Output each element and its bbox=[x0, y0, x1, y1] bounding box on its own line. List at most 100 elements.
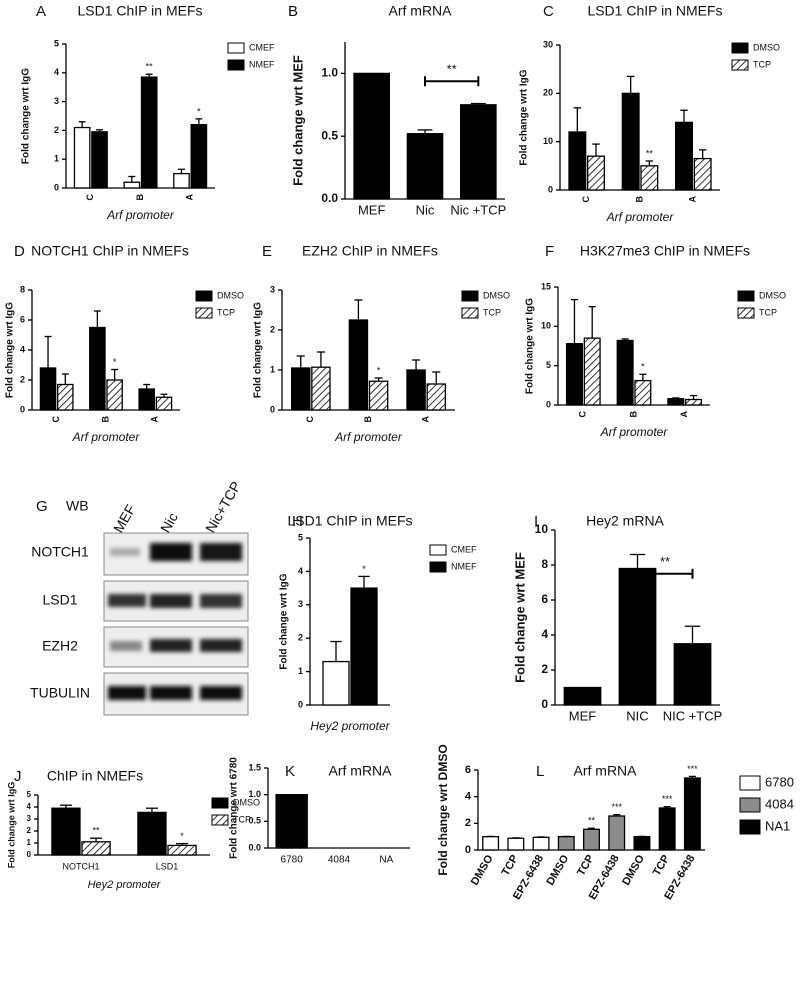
y-tick-label: 4 bbox=[20, 344, 25, 354]
bar bbox=[640, 165, 659, 191]
row-label: NOTCH1 bbox=[31, 544, 89, 560]
bar bbox=[673, 643, 712, 706]
y-tick-label: 8 bbox=[541, 557, 548, 571]
legend-label: TCP bbox=[217, 307, 235, 317]
bar bbox=[621, 92, 640, 191]
y-tick-label: 20 bbox=[543, 88, 553, 98]
significance: * bbox=[180, 831, 184, 841]
x-tick-label: MEF bbox=[358, 202, 386, 217]
y-tick-label: 1.0 bbox=[321, 66, 338, 80]
panel-letter: I bbox=[534, 513, 538, 530]
x-axis-label: Arf promoter bbox=[72, 430, 141, 444]
significance: * bbox=[641, 362, 645, 372]
panel-letter: A bbox=[36, 3, 46, 20]
y-tick-label: 2 bbox=[541, 662, 548, 676]
legend-label: CMEF bbox=[451, 544, 477, 554]
y-tick-label: 1 bbox=[54, 154, 59, 164]
y-tick-label: 0.0 bbox=[321, 191, 338, 205]
y-tick-label: 4 bbox=[298, 566, 303, 576]
bar bbox=[89, 326, 106, 411]
bar bbox=[460, 104, 497, 200]
y-tick-label: 0 bbox=[465, 844, 471, 856]
legend-swatch bbox=[739, 775, 761, 791]
y-axis-label: Fold change wrt IgG bbox=[6, 782, 16, 869]
y-tick-label: 2 bbox=[270, 324, 275, 334]
significance: ** bbox=[146, 62, 154, 72]
significance: *** bbox=[687, 764, 698, 774]
legend-swatch bbox=[739, 819, 761, 835]
y-axis-label: Fold change wrt DMSO bbox=[436, 744, 450, 875]
bar bbox=[565, 342, 583, 406]
legend-swatch bbox=[195, 307, 213, 319]
chart-title: Hey2 mRNA bbox=[586, 513, 664, 529]
significance: *** bbox=[611, 802, 622, 812]
x-tick-label: NIC bbox=[626, 708, 648, 723]
legend-label: DMSO bbox=[759, 290, 786, 300]
y-tick-label: 2 bbox=[27, 826, 32, 835]
bar bbox=[563, 686, 602, 706]
bar bbox=[683, 777, 701, 851]
y-tick-label: 3 bbox=[298, 599, 303, 609]
legend-swatch bbox=[461, 290, 479, 302]
y-tick-label: 4 bbox=[541, 627, 548, 641]
chart-title: ChIP in NMEFs bbox=[47, 768, 143, 784]
y-tick-label: 3 bbox=[270, 284, 275, 294]
bar bbox=[685, 398, 703, 406]
bar bbox=[406, 133, 444, 200]
bar bbox=[140, 76, 158, 189]
x-tick-label: C bbox=[305, 416, 315, 423]
bands bbox=[108, 543, 242, 700]
legend-swatch bbox=[227, 42, 245, 54]
y-tick-label: 8 bbox=[20, 284, 25, 294]
row-label: LSD1 bbox=[42, 592, 77, 608]
y-tick-label: 10 bbox=[543, 136, 553, 146]
legend-label: TCP bbox=[233, 814, 251, 824]
y-axis-label: Fold change wrt IgG bbox=[21, 68, 32, 164]
y-tick-label: 1.5 bbox=[248, 762, 261, 772]
legend-swatch bbox=[739, 797, 761, 813]
bar bbox=[482, 836, 500, 851]
bar bbox=[138, 388, 155, 411]
legend-swatch bbox=[731, 59, 749, 71]
significance: * bbox=[197, 106, 201, 116]
bar bbox=[155, 396, 173, 411]
bar bbox=[322, 660, 350, 706]
y-axis-label: Fold change wrt 6780 bbox=[229, 757, 240, 859]
chart-title: NOTCH1 ChIP in NMEFs bbox=[31, 243, 189, 259]
bar bbox=[675, 121, 693, 191]
chart-title: Arf mRNA bbox=[574, 763, 638, 779]
y-tick-label: 6 bbox=[465, 764, 471, 776]
panel-letter: J bbox=[14, 768, 22, 785]
x-tick-label: B bbox=[634, 196, 644, 203]
bar bbox=[616, 339, 634, 406]
y-tick-label: 1 bbox=[27, 838, 32, 847]
western-blot: G WB MEF Nic Nic+TCP NOTCH1 LSD1 EZH2 TU… bbox=[30, 479, 249, 716]
chart-title: LSD1 ChIP in MEFs bbox=[77, 3, 202, 19]
bar bbox=[368, 380, 389, 411]
chart-title: LSD1 ChIP in NMEFs bbox=[587, 3, 722, 19]
panel-letter: B bbox=[288, 3, 298, 20]
y-tick-label: 0.0 bbox=[248, 842, 261, 852]
bar bbox=[353, 72, 390, 200]
legend-swatch bbox=[429, 561, 447, 573]
bar bbox=[507, 837, 525, 851]
panel-letter: K bbox=[285, 763, 295, 780]
bar bbox=[106, 379, 123, 411]
bar bbox=[275, 794, 308, 849]
panel-letter: H bbox=[292, 513, 303, 530]
bar bbox=[39, 367, 57, 411]
y-tick-label: 0 bbox=[20, 404, 25, 414]
legend-label: DMSO bbox=[753, 42, 780, 52]
bar bbox=[658, 807, 676, 851]
comparison-label: ** bbox=[447, 62, 457, 77]
lane-label: MEF bbox=[110, 502, 139, 536]
y-tick-label: 1 bbox=[270, 364, 275, 374]
bar bbox=[57, 383, 74, 411]
bar bbox=[350, 587, 378, 706]
legend-label: TCP bbox=[483, 307, 501, 317]
legend-label: DMSO bbox=[233, 797, 260, 807]
legend-label: DMSO bbox=[217, 290, 244, 300]
bar bbox=[51, 807, 81, 856]
x-tick-label: MEF bbox=[569, 708, 597, 723]
legend-label: NMEF bbox=[451, 561, 477, 571]
